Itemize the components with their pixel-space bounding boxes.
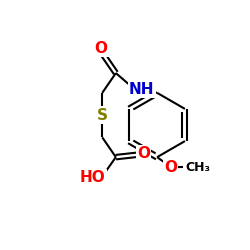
Text: O: O: [164, 160, 177, 174]
Text: HO: HO: [80, 170, 106, 185]
Text: NH: NH: [129, 82, 154, 97]
Text: CH₃: CH₃: [186, 160, 210, 173]
Text: O: O: [94, 41, 108, 56]
Text: S: S: [97, 108, 108, 122]
Text: O: O: [137, 146, 150, 161]
